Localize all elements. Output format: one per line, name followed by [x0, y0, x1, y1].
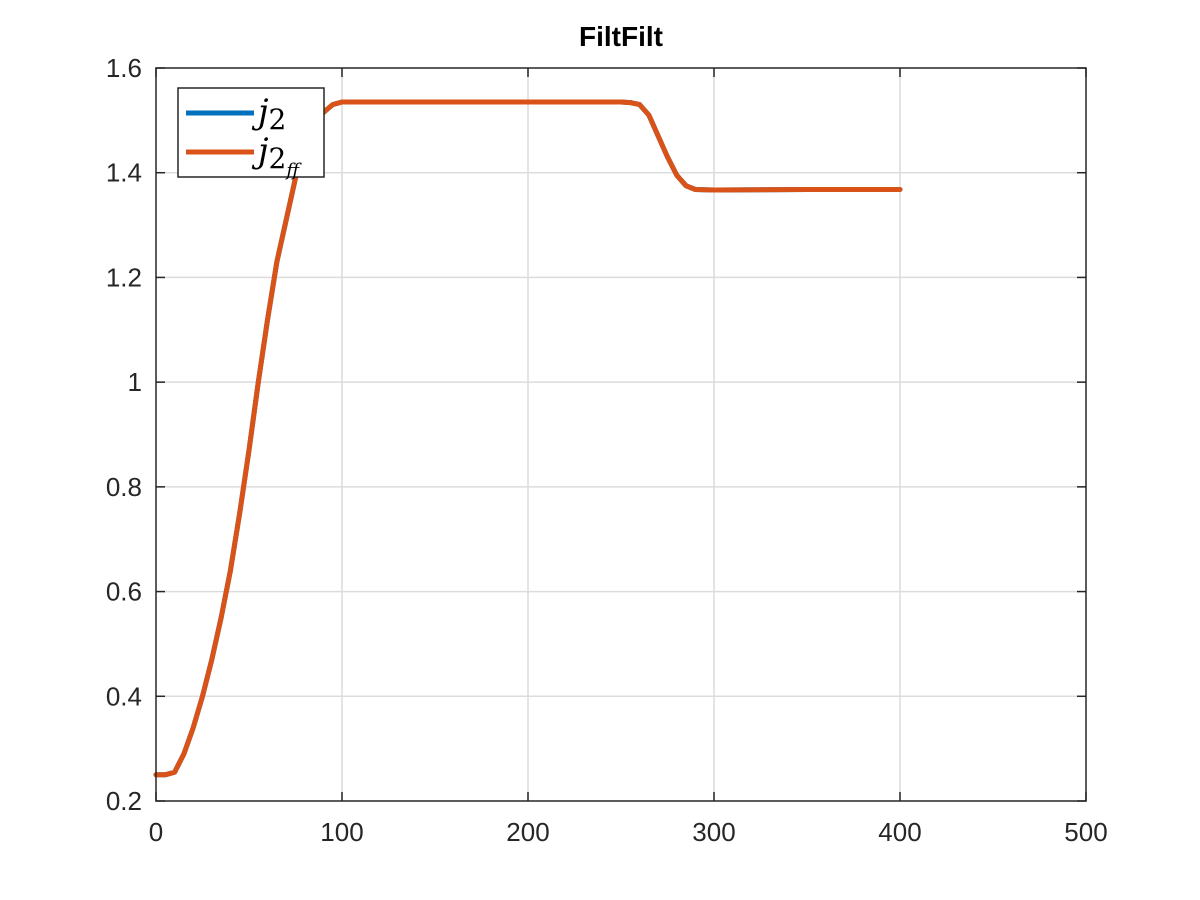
- y-tick-label: 1: [128, 367, 142, 397]
- x-tick-label: 300: [692, 817, 735, 847]
- legend-box: [177, 87, 325, 178]
- y-tick-label: 1.2: [106, 262, 142, 292]
- axes-box: [155, 67, 1087, 802]
- y-tick-label: 1.6: [106, 53, 142, 83]
- axes-background: [156, 68, 1086, 801]
- tick-labels: 0 100 200 300 400 500 0.2 0.4 0.6 0.8 1 1.2 1.4 1.6: [106, 53, 1108, 847]
- x-tick-label: 200: [506, 817, 549, 847]
- y-tick-label: 0.4: [106, 681, 142, 711]
- x-tick-label: 0: [149, 817, 163, 847]
- legend-label-subsubscript: ff: [284, 160, 302, 181]
- x-tick-label: 400: [878, 817, 921, 847]
- y-tick-label: 0.6: [106, 577, 142, 607]
- tick-marks: [155, 67, 1087, 802]
- legend-label-subscript: 2: [269, 142, 287, 175]
- x-tick-label: 100: [320, 817, 363, 847]
- y-tick-label: 1.4: [106, 158, 142, 188]
- legend-label-subscript: 2: [269, 103, 287, 136]
- grid-lines: [156, 68, 1086, 801]
- y-tick-label: 0.2: [106, 786, 142, 816]
- x-tick-label: 500: [1064, 817, 1107, 847]
- chart-title: FiltFilt: [579, 21, 663, 52]
- y-tick-label: 0.8: [106, 472, 142, 502]
